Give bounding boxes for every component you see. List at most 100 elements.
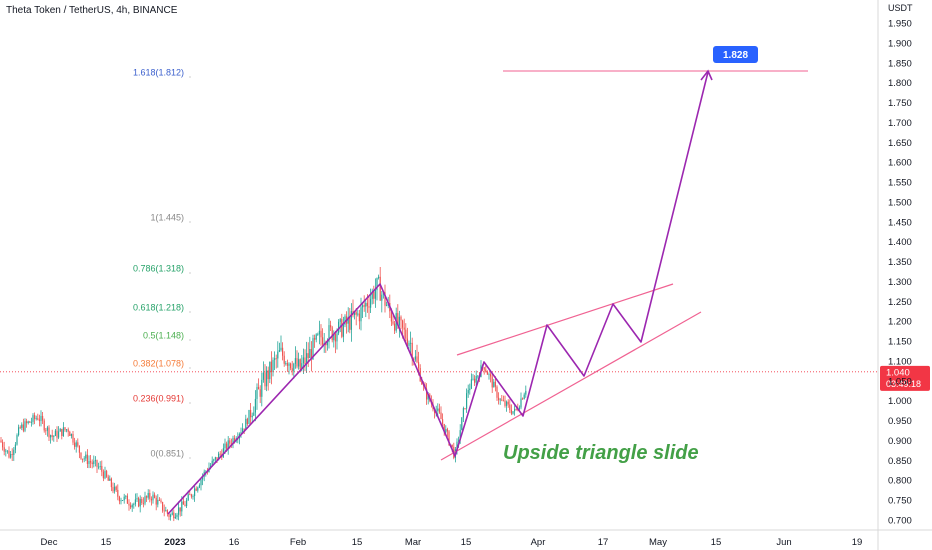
current-price-badge xyxy=(880,365,930,391)
candle-body xyxy=(195,488,197,491)
candle-body xyxy=(406,338,408,347)
y-tick-label: 1.050 xyxy=(888,376,912,387)
chart-title-text: Theta Token / TetherUS, 4h, BINANCE xyxy=(6,5,178,16)
candle-body xyxy=(93,461,95,465)
candle-body xyxy=(224,443,226,449)
candle-body xyxy=(464,408,466,409)
candle-body xyxy=(234,437,236,442)
candle-body xyxy=(269,361,271,380)
fib-level-label: 0.5(1.148) xyxy=(143,331,184,341)
y-axis[interactable]: USDT 1.950 1.900 1.850 1.800 1.750 1.700 1.650 1… xyxy=(877,0,913,550)
candle-body xyxy=(259,389,261,397)
candle-body xyxy=(523,394,525,400)
candle-body xyxy=(349,317,351,330)
x-tick-label: May xyxy=(649,537,667,548)
y-tick-label: 1.900 xyxy=(888,38,912,49)
candle-body xyxy=(141,499,143,504)
projection-arrowhead xyxy=(700,69,713,81)
candle-body xyxy=(91,462,93,465)
candle-body xyxy=(62,427,64,437)
candle-body xyxy=(158,499,160,501)
candle-body xyxy=(157,499,159,505)
candle-body xyxy=(115,486,117,490)
candle-body xyxy=(312,338,314,360)
x-tick-label: 19 xyxy=(852,537,863,548)
candle-body xyxy=(475,376,477,383)
candle-body xyxy=(10,454,12,458)
candle-body xyxy=(3,447,5,452)
candle-body xyxy=(67,429,69,432)
candle-body xyxy=(360,307,362,322)
candle-body xyxy=(138,498,140,507)
candle-body xyxy=(514,408,516,412)
candle-body xyxy=(54,430,56,436)
candle-body xyxy=(22,424,24,431)
fib-level-tick xyxy=(189,272,191,274)
candle-body xyxy=(418,362,420,369)
candle-body xyxy=(27,421,29,424)
candle-body xyxy=(152,494,154,501)
candle-body xyxy=(378,276,380,278)
y-tick-label: 1.600 xyxy=(888,158,912,169)
candle-body xyxy=(214,457,216,460)
candle-body xyxy=(398,316,400,326)
y-tick-label: 1.950 xyxy=(888,19,912,30)
candle-body xyxy=(368,306,370,308)
candle-body xyxy=(56,430,58,438)
candle-body xyxy=(136,498,138,500)
candle-body xyxy=(248,409,250,425)
fib-level-tick xyxy=(189,311,191,313)
target-badge xyxy=(713,46,758,63)
fib-level-tick xyxy=(189,402,191,404)
x-tick-label: 2023 xyxy=(164,537,185,548)
y-tick-label: 1.400 xyxy=(888,237,912,248)
candle-body xyxy=(470,379,472,389)
candle-body xyxy=(18,427,20,436)
y-tick-label: 1.700 xyxy=(888,118,912,129)
pattern-annotation: Upside triangle slide xyxy=(503,442,699,464)
candle-body xyxy=(310,349,312,360)
candle-body xyxy=(411,342,413,359)
candle-body xyxy=(168,513,170,517)
candle-body xyxy=(333,333,335,341)
candle-body xyxy=(370,298,372,308)
candle-body xyxy=(510,409,512,414)
candle-body xyxy=(334,333,336,342)
x-tick-label: 15 xyxy=(461,537,472,548)
wave-projection-line xyxy=(167,71,709,515)
candle-body xyxy=(466,393,468,409)
pattern-annotation-text: Upside triangle slide xyxy=(503,442,699,464)
candle-body xyxy=(125,495,127,497)
candle-body xyxy=(458,440,460,442)
candle-body xyxy=(14,444,16,450)
candle-body xyxy=(64,427,66,431)
candle-body xyxy=(170,514,172,517)
x-tick-label: Mar xyxy=(405,537,421,548)
candle-body xyxy=(128,503,130,506)
candle-body xyxy=(325,343,327,346)
target-marker: 1.828 xyxy=(713,46,758,63)
candle-body xyxy=(131,504,133,508)
candle-body xyxy=(6,450,8,452)
x-axis[interactable]: Dec 15 2023 16 Feb 15 Mar 15 Apr 17 May 15 Jun 19 xyxy=(0,529,932,548)
candle-body xyxy=(242,428,244,433)
candle-body xyxy=(296,358,298,367)
candle-body xyxy=(11,454,13,455)
candle-body xyxy=(282,347,284,356)
candle-body xyxy=(107,476,109,481)
candle-body xyxy=(104,470,106,479)
candle-body xyxy=(94,460,96,462)
candle-body xyxy=(21,424,23,428)
candle-body xyxy=(40,415,42,422)
candle-body xyxy=(109,478,111,481)
candle-body xyxy=(498,397,500,401)
candle-body xyxy=(290,363,292,369)
y-tick-label: 0.900 xyxy=(888,436,912,447)
candle-body xyxy=(285,363,287,364)
candle-body xyxy=(38,419,40,422)
candle-body xyxy=(437,408,439,411)
candle-body xyxy=(162,502,164,511)
candle-body xyxy=(270,361,272,373)
